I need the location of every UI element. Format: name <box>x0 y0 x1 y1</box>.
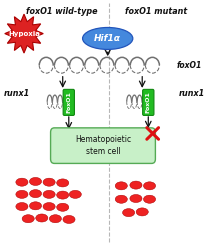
Ellipse shape <box>130 181 142 189</box>
Ellipse shape <box>69 190 81 198</box>
Text: FoxO1: FoxO1 <box>146 91 151 113</box>
Text: runx1: runx1 <box>178 89 204 98</box>
Text: runx1: runx1 <box>4 89 30 98</box>
Ellipse shape <box>29 177 42 185</box>
Ellipse shape <box>57 203 69 211</box>
Ellipse shape <box>49 215 62 223</box>
Ellipse shape <box>22 215 34 223</box>
Ellipse shape <box>16 178 28 186</box>
Ellipse shape <box>63 215 75 223</box>
Ellipse shape <box>29 190 42 198</box>
Ellipse shape <box>29 202 42 210</box>
Ellipse shape <box>43 190 55 198</box>
Text: foxO1 mutant: foxO1 mutant <box>125 7 187 16</box>
Ellipse shape <box>144 195 156 203</box>
Ellipse shape <box>16 190 28 198</box>
FancyBboxPatch shape <box>50 128 155 163</box>
FancyBboxPatch shape <box>63 89 74 115</box>
Ellipse shape <box>122 208 135 217</box>
FancyBboxPatch shape <box>143 89 154 115</box>
Ellipse shape <box>83 27 133 49</box>
Ellipse shape <box>43 178 55 186</box>
Text: foxO1: foxO1 <box>177 61 202 70</box>
Text: foxO1 wild-type: foxO1 wild-type <box>26 7 97 16</box>
Ellipse shape <box>16 203 28 210</box>
Text: Hematopoietic
stem cell: Hematopoietic stem cell <box>75 135 131 156</box>
Ellipse shape <box>136 208 148 216</box>
Ellipse shape <box>115 195 127 203</box>
Ellipse shape <box>36 214 48 222</box>
Ellipse shape <box>115 182 127 190</box>
Ellipse shape <box>144 182 156 190</box>
Ellipse shape <box>43 203 55 210</box>
Text: Hif1α: Hif1α <box>94 34 121 43</box>
Ellipse shape <box>130 195 142 203</box>
Ellipse shape <box>57 191 69 199</box>
Text: FoxO1: FoxO1 <box>66 91 71 113</box>
Text: Hypoxia: Hypoxia <box>8 31 40 37</box>
Polygon shape <box>5 14 43 53</box>
Ellipse shape <box>57 179 69 187</box>
